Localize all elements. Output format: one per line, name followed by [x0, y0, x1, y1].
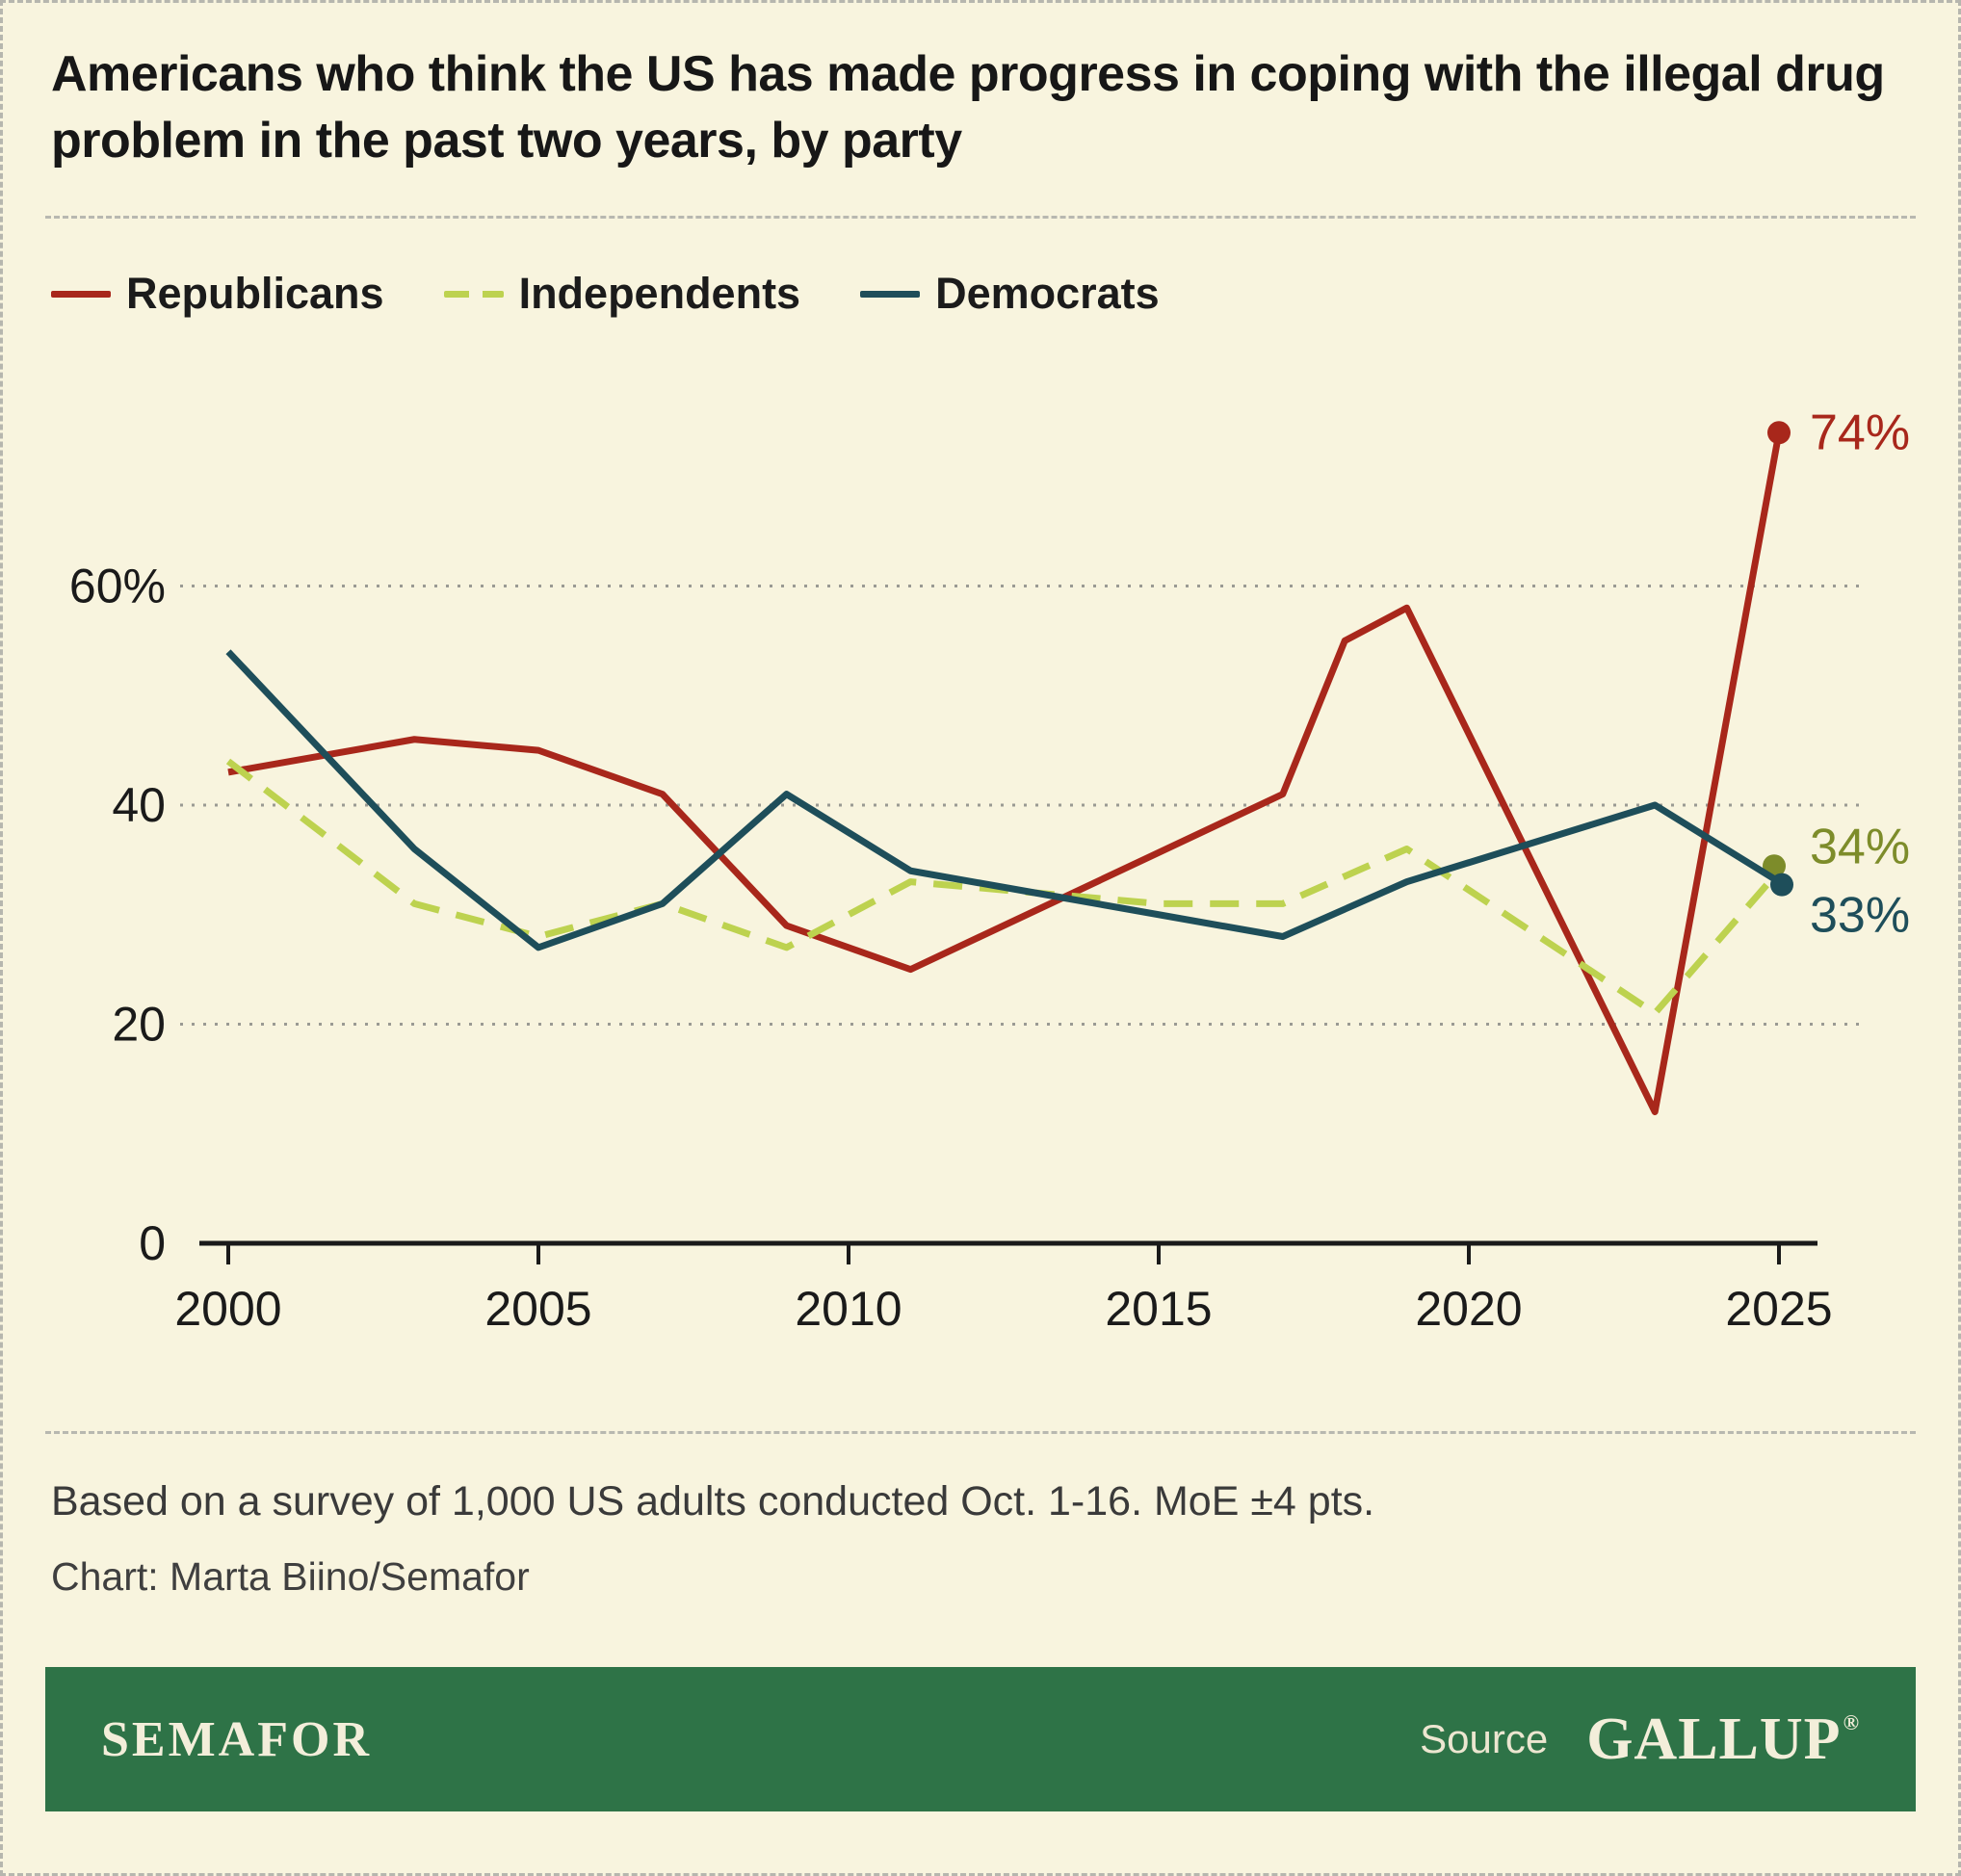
- y-tick-label: 0: [139, 1216, 166, 1270]
- series-line-republicans: [227, 431, 1783, 1116]
- legend-item-independents: Independents: [443, 269, 801, 319]
- x-tick-label: 2010: [795, 1282, 902, 1336]
- end-label-democrats: 33%: [1810, 888, 1910, 944]
- x-tick-label: 2025: [1725, 1282, 1832, 1336]
- legend-item-democrats: Democrats: [860, 269, 1160, 319]
- republicans-line-swatch: [51, 290, 111, 298]
- x-tick-label: 2020: [1415, 1282, 1522, 1336]
- legend-label-independents: Independents: [518, 269, 801, 319]
- y-tick-label: 20: [112, 998, 166, 1052]
- end-dot-republicans: [1767, 421, 1791, 445]
- source-label: Source: [1420, 1716, 1549, 1762]
- legend-label-democrats: Democrats: [935, 269, 1160, 319]
- x-tick-label: 2000: [174, 1282, 281, 1336]
- legend-item-republicans: Republicans: [51, 269, 384, 319]
- source-attribution: Source GALLUP®: [1420, 1706, 1860, 1774]
- gallup-logo: GALLUP®: [1586, 1706, 1860, 1772]
- independents-line-swatch: [443, 290, 504, 298]
- footer-bar: SEMAFOR Source GALLUP®: [45, 1667, 1916, 1812]
- x-tick-label: 2005: [484, 1282, 591, 1336]
- separator-top: [45, 216, 1916, 220]
- separator-bottom: [45, 1431, 1916, 1435]
- y-tick-label: 40: [112, 778, 166, 832]
- chart-credit: Chart: Marta Biino/Semafor: [51, 1554, 530, 1600]
- chart-title: Americans who think the US has made prog…: [51, 46, 1885, 169]
- series-line-democrats: [225, 649, 1781, 951]
- registered-trademark-icon: ®: [1843, 1709, 1860, 1734]
- line-chart: 0 20 40 60% 2000 2005 2010 2015 2020 2025 74% 34% 33…: [69, 405, 1910, 1337]
- end-label-independents: 34%: [1810, 820, 1910, 875]
- end-label-republicans: 74%: [1810, 405, 1910, 461]
- legend: Republicans Independents Democrats: [51, 269, 1910, 319]
- end-dot-democrats: [1770, 873, 1793, 897]
- x-tick-label: 2015: [1105, 1282, 1212, 1336]
- democrats-line-swatch: [860, 290, 921, 298]
- axes-and-gridlines: 0 20 40 60% 2000 2005 2010 2015 2020 2025: [69, 560, 1861, 1336]
- y-tick-label: 60%: [69, 560, 166, 613]
- legend-label-republicans: Republicans: [126, 269, 384, 319]
- survey-note: Based on a survey of 1,000 US adults con…: [51, 1478, 1375, 1525]
- semafor-logo: SEMAFOR: [101, 1711, 372, 1767]
